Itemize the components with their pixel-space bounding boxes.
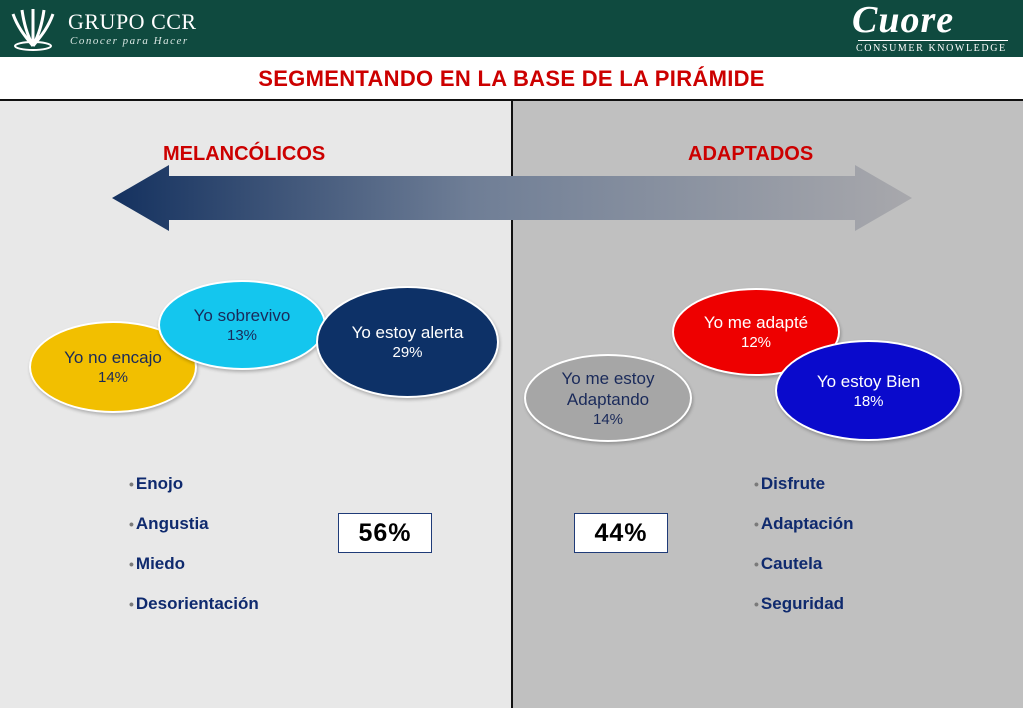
cuore-logo-wordmark: Cuore [852, 0, 955, 41]
melancolicos-total-box: 56% [338, 513, 432, 553]
bubble-label: Yo estoy alerta [351, 323, 464, 342]
bullet-icon: • [129, 516, 134, 532]
adaptados-label: ADAPTADOS [688, 143, 814, 165]
bullet-icon: • [129, 556, 134, 572]
cuore-logo-divider [858, 40, 1008, 41]
melancolicos-emotions-list: • Enojo • Angustia • Miedo • Desorientación [129, 473, 259, 633]
bubble-percent: 29% [392, 344, 423, 361]
bubble-percent: 18% [853, 392, 884, 410]
list-item: • Disfrute [754, 473, 853, 513]
bullet-icon: • [754, 516, 759, 532]
bubble-label: Yo no encajo [64, 348, 162, 367]
bubble-yo-estoy-alerta: Yo estoy alerta 29% [316, 286, 499, 398]
bubble-percent: 13% [226, 327, 258, 344]
bullet-icon: • [754, 556, 759, 572]
list-item: • Seguridad [754, 593, 853, 633]
list-item-label: Disfrute [760, 474, 826, 493]
list-item-label: Angustia [135, 514, 209, 533]
bubble-percent: 12% [740, 334, 772, 351]
bubble-label: Yo sobrevivo [193, 306, 291, 325]
bubble-label: Yo estoy Bien [816, 371, 921, 391]
list-item: • Miedo [129, 553, 259, 593]
adaptados-emotions-list: • Disfrute • Adaptación • Cautela • Segurida… [754, 473, 853, 633]
list-item: • Enojo [129, 473, 259, 513]
bubble-percent: 14% [97, 369, 129, 386]
bullet-icon: • [754, 476, 759, 492]
bubble-label: Yo me estoy Adaptando [561, 368, 655, 409]
bullet-icon: • [754, 596, 759, 612]
list-item: • Desorientación [129, 593, 259, 633]
spectrum-double-arrow [112, 165, 912, 231]
grupo-ccr-tagline: Conocer para Hacer [70, 35, 189, 47]
page-title: SEGMENTANDO EN LA BASE DE LA PIRÁMIDE [258, 66, 765, 91]
list-item-label: Seguridad [760, 594, 845, 613]
bubble-yo-sobrevivo: Yo sobrevivo 13% [158, 280, 326, 370]
bubble-label: Yo me adapté [703, 313, 809, 332]
list-item: • Adaptación [754, 513, 853, 553]
header-bar: GRUPO CCR Conocer para Hacer Cuore CONSU… [0, 0, 1023, 57]
list-item: • Cautela [754, 553, 853, 593]
list-item-label: Desorientación [135, 594, 259, 613]
list-item-label: Miedo [135, 554, 186, 573]
grupo-ccr-logo-icon [10, 6, 56, 52]
list-item-label: Cautela [760, 554, 823, 573]
adaptados-total-box: 44% [574, 513, 668, 553]
list-item: • Angustia [129, 513, 259, 553]
cuore-tagline: CONSUMER KNOWLEDGE [856, 43, 1007, 54]
bubble-percent: 14% [592, 410, 624, 428]
bubble-yo-me-estoy-adaptando: Yo me estoy Adaptando 14% [524, 354, 692, 442]
list-item-label: Adaptación [760, 514, 854, 533]
bullet-icon: • [129, 476, 134, 492]
bubble-yo-estoy-bien: Yo estoy Bien 18% [775, 340, 962, 441]
grupo-ccr-name: GRUPO CCR [68, 9, 197, 34]
bullet-icon: • [129, 596, 134, 612]
melancolicos-label: MELANCÓLICOS [163, 143, 326, 165]
list-item-label: Enojo [135, 474, 184, 493]
